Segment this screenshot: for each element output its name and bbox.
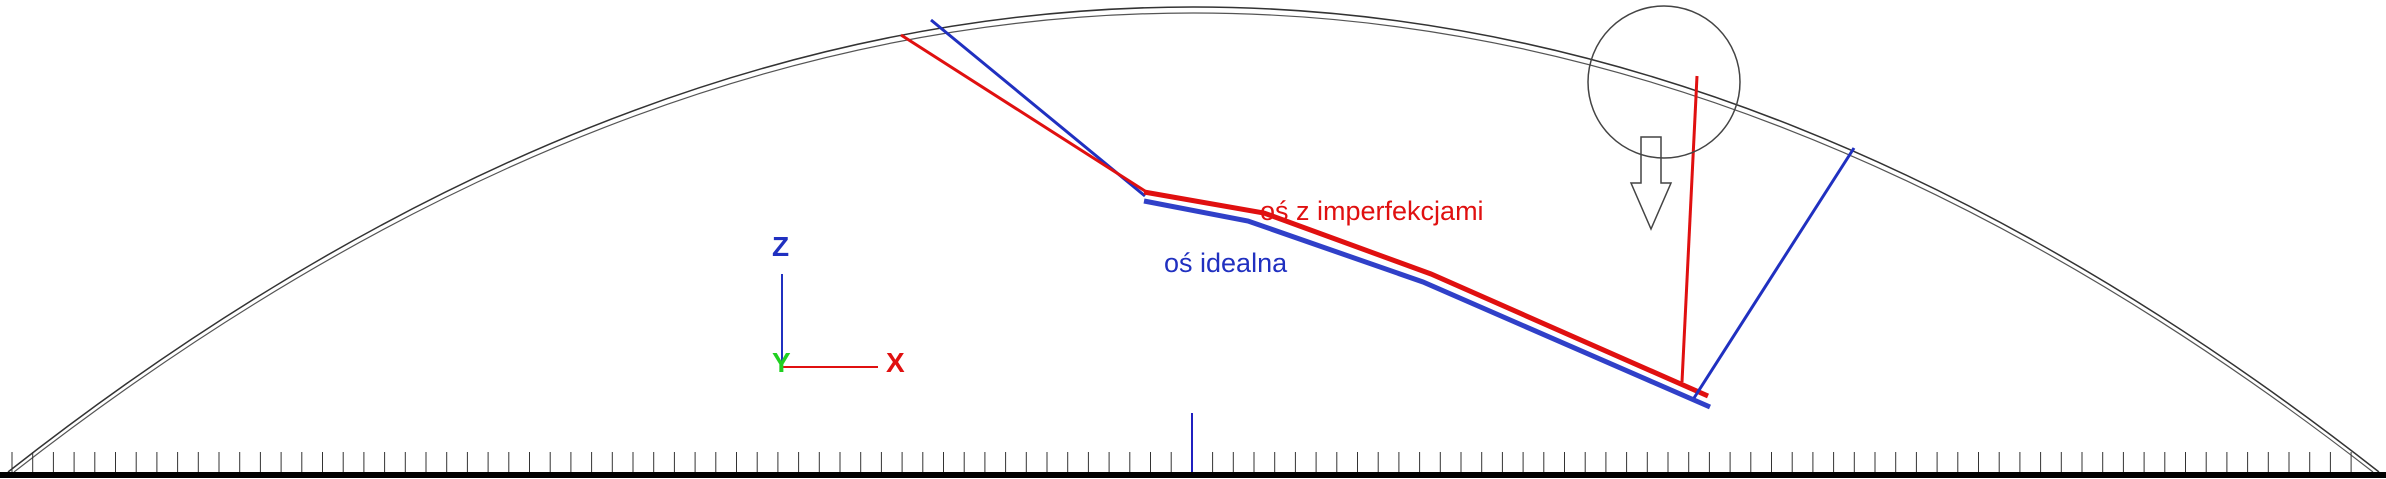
arch-outer <box>7 6 2380 473</box>
ideal-axis-label: oś idealna <box>1164 248 1288 278</box>
imperfect-axis <box>1143 189 1710 399</box>
ground-ticks <box>11 452 2352 472</box>
ideal-member-right <box>1692 147 1856 399</box>
z-axis-label: Z <box>772 231 789 262</box>
imperfect-member-right <box>1680 75 1699 383</box>
imperfect-member-left <box>900 33 1146 193</box>
load-arrow <box>1629 136 1673 231</box>
ideal-axis <box>1143 198 1711 410</box>
arch-inner <box>13 12 2374 473</box>
detail-circle <box>1587 5 1741 159</box>
x-axis-label: X <box>886 347 905 378</box>
imperfect-axis-label: oś z imperfekcjami <box>1260 196 1484 226</box>
y-axis-label: Y <box>772 347 791 378</box>
